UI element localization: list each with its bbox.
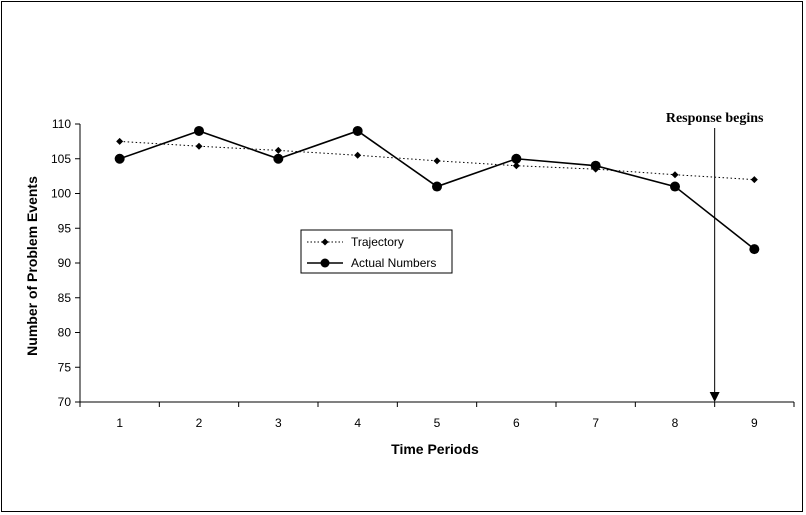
data-point: [671, 171, 679, 179]
y-tick-label: 110: [52, 117, 71, 131]
data-point: [432, 181, 442, 192]
legend: Trajectory Actual Numbers: [300, 229, 453, 274]
data-point: [195, 142, 203, 150]
y-tick-label: 95: [58, 221, 72, 235]
x-tick-label: 4: [354, 416, 361, 430]
x-tick-label: 5: [434, 416, 441, 430]
data-point: [352, 125, 363, 136]
data-point: [274, 146, 282, 154]
data-point: [590, 160, 601, 171]
data-point: [114, 153, 125, 164]
x-ticks: 1 2 3 4 5 6 7 8 9: [79, 402, 795, 430]
y-tick-label: 105: [51, 152, 71, 166]
data-point: [670, 181, 680, 192]
y-ticks: 70 75 80 85 90 95 100 105 110: [51, 117, 80, 409]
legend-marker-trajectory: [321, 238, 329, 246]
data-point: [511, 153, 522, 164]
data-point: [750, 176, 758, 184]
legend-label-actual: Actual Numbers: [351, 256, 436, 270]
x-tick-label: 8: [672, 416, 679, 430]
x-tick-label: 6: [513, 416, 520, 430]
x-tick-label: 9: [751, 416, 758, 430]
series-layer: [114, 125, 760, 255]
y-tick-label: 80: [58, 326, 72, 340]
response-annotation: Response begins: [666, 111, 764, 402]
x-tick-label: 3: [275, 416, 282, 430]
x-tick-label: 1: [116, 416, 123, 430]
data-point: [749, 244, 760, 255]
series-actual-numbers: [114, 125, 760, 255]
x-tick-label: 7: [592, 416, 599, 430]
y-tick-label: 100: [51, 187, 71, 201]
y-tick-label: 85: [58, 291, 72, 305]
legend-label-trajectory: Trajectory: [351, 235, 404, 249]
data-point: [354, 151, 362, 159]
response-label: Response begins: [666, 111, 764, 126]
x-tick-label: 2: [196, 416, 203, 430]
data-point: [433, 157, 441, 165]
x-axis-title: Time Periods: [391, 441, 479, 457]
legend-marker-actual: [320, 258, 330, 268]
data-point: [116, 137, 124, 145]
response-arrow: [709, 392, 720, 402]
y-tick-label: 90: [58, 256, 72, 270]
y-axis-title: Number of Problem Events: [24, 176, 40, 356]
y-tick-label: 75: [58, 360, 72, 374]
data-point: [194, 125, 204, 136]
data-point: [273, 153, 284, 164]
y-tick-label: 70: [58, 395, 72, 409]
data-point: [512, 162, 520, 170]
series-trajectory: [116, 137, 758, 184]
